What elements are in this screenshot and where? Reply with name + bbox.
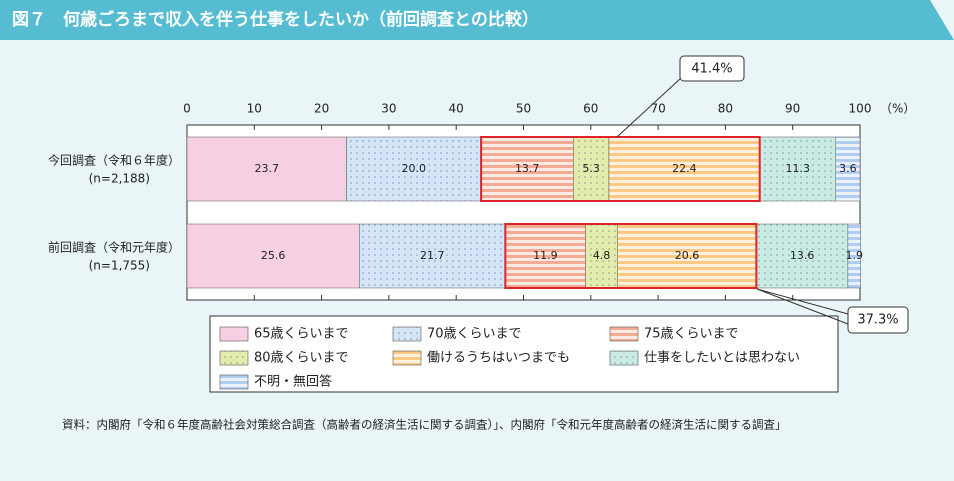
x-tick-label: 60 [583, 102, 598, 116]
data-label: 25.6 [261, 249, 286, 262]
callout-line [756, 288, 849, 325]
callout-box [847, 306, 909, 334]
data-label: 11.9 [533, 249, 558, 262]
callout-box [679, 55, 745, 82]
data-label: 4.8 [593, 249, 611, 262]
legend-swatch [392, 326, 422, 342]
bar-segment [505, 223, 586, 289]
callout-line [616, 77, 682, 138]
category-note: (n=2,188) [89, 172, 150, 186]
data-label: 11.3 [785, 162, 810, 175]
x-tick-label: 20 [314, 102, 329, 116]
x-unit: （%） [880, 102, 915, 116]
bar-segment [756, 223, 849, 289]
chart-title: 図７ 何歳ごろまで収入を伴う仕事をしたいか（前回調査との比較） [12, 9, 539, 30]
data-label: 20.6 [675, 249, 700, 262]
x-tick-label: 80 [718, 102, 733, 116]
legend-label: 不明・無回答 [254, 374, 332, 390]
highlight-box [480, 136, 761, 202]
data-label: 21.7 [420, 249, 445, 262]
data-label: 3.6 [839, 162, 857, 175]
x-tick-label: 30 [381, 102, 396, 116]
bar-segment [617, 223, 757, 289]
annotation: 41.4% [691, 62, 732, 77]
bar-segment [359, 223, 506, 289]
legend-label: 75歳くらいまで [644, 327, 739, 342]
bar-segment [835, 136, 861, 202]
legend-label: 65歳くらいまで [254, 327, 349, 342]
x-tick-label: 40 [449, 102, 464, 116]
category-label: 前回調査（令和元年度） [48, 240, 180, 255]
data-label: 5.3 [582, 162, 600, 175]
bar-segment [573, 136, 610, 202]
x-tick-label: 70 [650, 102, 665, 116]
data-label: 1.9 [846, 249, 864, 262]
data-label: 13.6 [790, 249, 815, 262]
legend-swatch [219, 326, 249, 342]
legend-label: 働けるうちはいつまでも [427, 351, 570, 366]
legend-label: 80歳くらいまで [254, 351, 349, 366]
legend-label: 仕事をしたいとは思わない [644, 351, 800, 366]
bar-segment [480, 136, 574, 202]
bar-segment [186, 136, 347, 202]
annotation: 37.3% [857, 313, 898, 328]
highlight-box [504, 223, 758, 289]
category-note: (n=1,755) [89, 259, 150, 273]
x-tick-label: 100 [849, 102, 872, 116]
x-tick-label: 50 [516, 102, 531, 116]
bar-segment [847, 223, 861, 289]
bar-segment [759, 136, 837, 202]
x-tick-label: 0 [183, 102, 191, 116]
legend-label: 70歳くらいまで [427, 327, 522, 342]
data-label: 20.0 [402, 162, 427, 175]
bar-segment [585, 223, 618, 289]
legend-swatch [219, 374, 249, 390]
data-label: 22.4 [672, 162, 697, 175]
legend-swatch [609, 326, 639, 342]
legend-box [209, 315, 839, 393]
data-label: 13.7 [515, 162, 540, 175]
legend-swatch [392, 350, 422, 366]
title-bar [0, 0, 954, 40]
bar-segment [608, 136, 760, 202]
data-label: 23.7 [255, 162, 280, 175]
legend-swatch [219, 350, 249, 366]
bar-segment [186, 223, 360, 289]
category-label: 今回調査（令和６年度） [48, 153, 180, 168]
legend-swatch [609, 350, 639, 366]
source-note: 資料：内閣府「令和６年度高齢社会対策総合調査（高齢者の経済生活に関する調査）」、… [62, 418, 787, 432]
x-tick-label: 10 [247, 102, 262, 116]
x-tick-label: 90 [785, 102, 800, 116]
